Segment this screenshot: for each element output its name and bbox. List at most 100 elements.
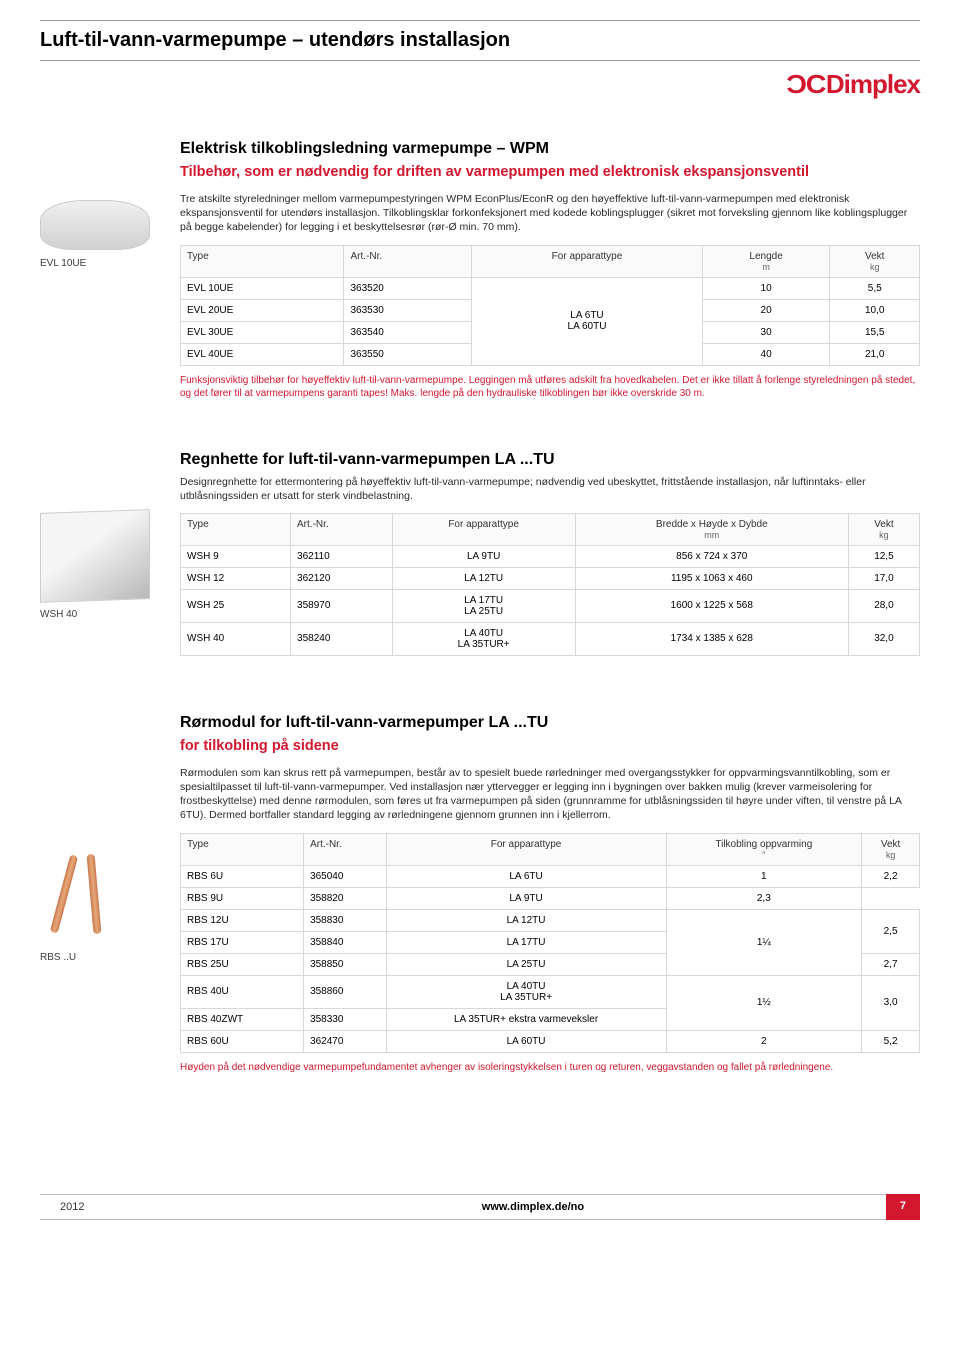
cell-wt: 12,5 — [848, 545, 919, 567]
section-wsh: WSH 40 Regnhette for luft-til-vann-varme… — [40, 451, 920, 664]
cell-for: LA 40TU LA 35TUR+ — [386, 975, 666, 1008]
footer-page: 7 — [886, 1194, 920, 1220]
table-row: WSH 9 362110 LA 9TU 856 x 724 x 370 12,5 — [181, 545, 920, 567]
cell-for: LA 9TU — [386, 887, 666, 909]
th-for: For apparattype — [472, 245, 702, 277]
cell-art: 363540 — [344, 321, 472, 343]
th-type: Type — [181, 513, 291, 545]
cell-len: 40 — [702, 343, 830, 365]
table-row: EVL 10UE 363520LA 6TU LA 60TU10 5,5 — [181, 277, 920, 299]
cell-for: LA 12TU — [386, 909, 666, 931]
cell-for: LA 35TUR+ ekstra varmeveksler — [386, 1008, 666, 1030]
th-wt: Vektkg — [830, 245, 920, 277]
product-image-wsh — [40, 509, 150, 603]
section-title: Rørmodul for luft-til-vann-varmepumper L… — [180, 714, 920, 732]
th-len: Lengdem — [702, 245, 830, 277]
footnote: Høyden på det nødvendige varmepumpefunda… — [180, 1061, 920, 1075]
cell-type: WSH 40 — [181, 622, 291, 655]
th-art: Art.-Nr. — [304, 833, 387, 865]
product-image-evl — [40, 200, 150, 250]
cell-conn: 1¼ — [666, 909, 862, 975]
footer-url: www.dimplex.de/no — [180, 1194, 886, 1220]
table-rbs: Type Art.-Nr. For apparattype Tilkobling… — [180, 833, 920, 1053]
section-title: Regnhette for luft-til-vann-varmepumpen … — [180, 451, 920, 469]
section-subtitle: Tilbehør, som er nødvendig for driften a… — [180, 164, 920, 180]
cell-art: 358850 — [304, 953, 387, 975]
th-wt: Vektkg — [848, 513, 919, 545]
cell-len: 30 — [702, 321, 830, 343]
cell-wt: 3,0 — [862, 975, 920, 1030]
cell-art: 363550 — [344, 343, 472, 365]
cell-wt: 5,2 — [862, 1030, 920, 1052]
cell-wt: 2,5 — [862, 909, 920, 953]
cell-art: 362110 — [291, 545, 393, 567]
cell-len: 20 — [702, 299, 830, 321]
cell-type: RBS 60U — [181, 1030, 304, 1052]
cell-wt: 32,0 — [848, 622, 919, 655]
cell-for: LA 25TU — [386, 953, 666, 975]
cell-type: WSH 9 — [181, 545, 291, 567]
cell-type: EVL 20UE — [181, 299, 344, 321]
cell-type: RBS 40ZWT — [181, 1008, 304, 1030]
cell-type: RBS 25U — [181, 953, 304, 975]
cell-art: 363520 — [344, 277, 472, 299]
footnote: Funksjonsviktig tilbehør for høyeffektiv… — [180, 374, 920, 401]
cell-dim: 1195 x 1063 x 460 — [575, 567, 848, 589]
footer-year: 2012 — [40, 1194, 180, 1220]
table-row: WSH 12 362120 LA 12TU 1195 x 1063 x 460 … — [181, 567, 920, 589]
cell-art: 362120 — [291, 567, 393, 589]
product-label-rbs: RBS ..U — [40, 952, 180, 963]
th-art: Art.-Nr. — [291, 513, 393, 545]
section-desc: Designregnhette for ettermontering på hø… — [180, 475, 920, 503]
section-desc: Tre atskilte styreledninger mellom varme… — [180, 192, 920, 235]
cell-type: WSH 25 — [181, 589, 291, 622]
th-art: Art.-Nr. — [344, 245, 472, 277]
cell-conn: 1 — [666, 865, 862, 887]
table-row: WSH 25 358970 LA 17TU LA 25TU 1600 x 122… — [181, 589, 920, 622]
table-evl: Type Art.-Nr. For apparattype Lengdem Ve… — [180, 245, 920, 366]
cell-wt: 2,3 — [666, 887, 862, 909]
brand-logo: ƆCDimplex — [788, 69, 920, 99]
cell-wt: 5,5 — [830, 277, 920, 299]
cell-type: RBS 9U — [181, 887, 304, 909]
cell-for: LA 17TU — [386, 931, 666, 953]
table-row: RBS 6U 365040 LA 6TU12,2 — [181, 865, 920, 887]
cell-wt: 15,5 — [830, 321, 920, 343]
cell-wt: 21,0 — [830, 343, 920, 365]
cell-art: 358840 — [304, 931, 387, 953]
cell-type: EVL 40UE — [181, 343, 344, 365]
cell-for: LA 60TU — [386, 1030, 666, 1052]
section-rbs: RBS ..U Rørmodul for luft-til-vann-varme… — [40, 714, 920, 1074]
table-row: RBS 60U 362470 LA 60TU25,2 — [181, 1030, 920, 1052]
cell-for: LA 6TU — [386, 865, 666, 887]
section-desc: Rørmodulen som kan skrus rett på varmepu… — [180, 766, 920, 823]
cell-len: 10 — [702, 277, 830, 299]
cell-type: RBS 6U — [181, 865, 304, 887]
cell-for: LA 17TU LA 25TU — [392, 589, 575, 622]
cell-type: WSH 12 — [181, 567, 291, 589]
cell-wt: 10,0 — [830, 299, 920, 321]
cell-art: 358240 — [291, 622, 393, 655]
section-title: Elektrisk tilkoblingsledning varmepumpe … — [180, 140, 920, 158]
cell-for: LA 40TU LA 35TUR+ — [392, 622, 575, 655]
cell-art: 358860 — [304, 975, 387, 1008]
cell-dim: 856 x 724 x 370 — [575, 545, 848, 567]
th-dim: Bredde x Høyde x Dybdemm — [575, 513, 848, 545]
table-row: RBS 12U 358830 LA 12TU1¼2,5 — [181, 909, 920, 931]
cell-wt: 2,7 — [862, 953, 920, 975]
table-row: RBS 40U 358860 LA 40TU LA 35TUR+1½3,0 — [181, 975, 920, 1008]
section-evl: EVL 10UE Elektrisk tilkoblingsledning va… — [40, 140, 920, 401]
page-title: Luft-til-vann-varmepumpe – utendørs inst… — [40, 29, 920, 52]
product-label-evl: EVL 10UE — [40, 258, 180, 269]
th-conn: Tilkobling oppvarming" — [666, 833, 862, 865]
cell-dim: 1600 x 1225 x 568 — [575, 589, 848, 622]
th-wt: Vektkg — [862, 833, 920, 865]
product-image-rbs — [40, 844, 150, 944]
product-label-wsh: WSH 40 — [40, 609, 180, 620]
cell-type: EVL 10UE — [181, 277, 344, 299]
cell-wt: 28,0 — [848, 589, 919, 622]
th-for: For apparattype — [386, 833, 666, 865]
cell-wt: 17,0 — [848, 567, 919, 589]
cell-wt: 2,2 — [862, 865, 920, 887]
cell-type: RBS 12U — [181, 909, 304, 931]
